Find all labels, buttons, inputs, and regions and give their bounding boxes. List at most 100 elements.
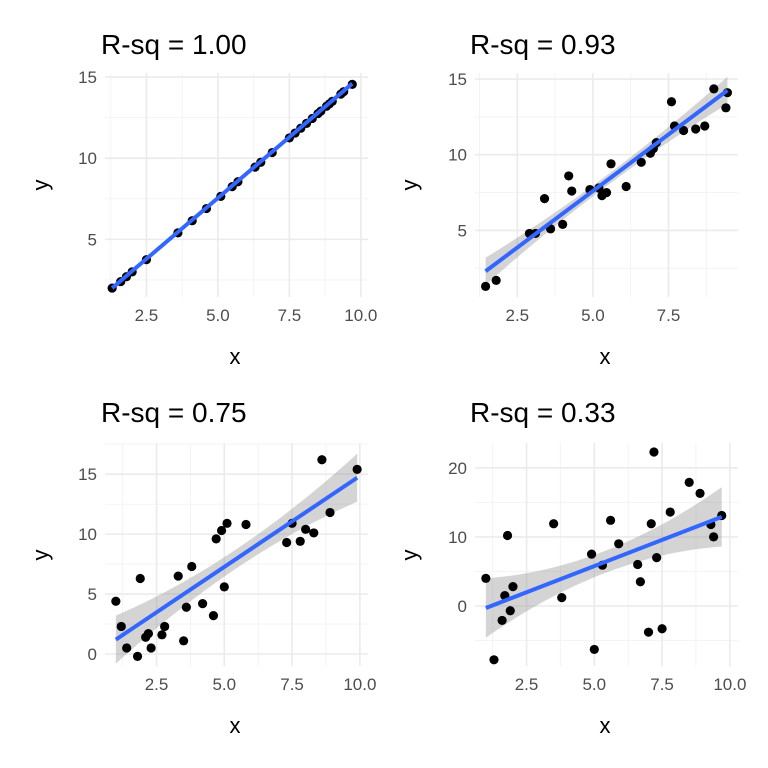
x-tick-label: 10.0 bbox=[344, 306, 377, 325]
data-point bbox=[497, 615, 507, 626]
y-axis-title: y bbox=[397, 180, 422, 191]
panel-r-sq-0-33: R-sq = 0.33 x y 2.5 5.0 7.5 10.0 0 10 20 bbox=[397, 397, 746, 738]
x-tick-label: 5.0 bbox=[581, 306, 605, 325]
data-point bbox=[352, 464, 362, 474]
panel-title: R-sq = 1.00 bbox=[101, 29, 247, 60]
data-point bbox=[643, 627, 654, 637]
y-axis-title: y bbox=[28, 550, 53, 561]
data-point bbox=[198, 599, 208, 609]
data-point bbox=[116, 621, 126, 632]
data-point bbox=[481, 573, 491, 583]
data-point bbox=[614, 539, 624, 549]
data-point bbox=[181, 602, 191, 612]
data-points bbox=[481, 447, 727, 665]
panel-title: R-sq = 0.33 bbox=[470, 397, 616, 428]
regression-line bbox=[110, 82, 354, 290]
data-point bbox=[241, 519, 251, 530]
x-tick-label: 2.5 bbox=[515, 675, 539, 694]
regression-line bbox=[114, 476, 359, 642]
x-tick-label: 5.0 bbox=[582, 675, 606, 694]
data-point bbox=[646, 519, 656, 529]
data-point bbox=[179, 636, 189, 646]
y-tick-label: 15 bbox=[78, 465, 97, 484]
data-point bbox=[325, 507, 335, 518]
data-point bbox=[691, 124, 701, 134]
data-point bbox=[589, 644, 599, 655]
x-tick-label: 2.5 bbox=[145, 675, 169, 694]
grid bbox=[105, 73, 368, 297]
y-axis-title: y bbox=[28, 180, 53, 191]
data-point bbox=[187, 561, 197, 572]
data-point bbox=[549, 519, 559, 529]
data-point bbox=[709, 84, 719, 94]
data-point bbox=[601, 187, 612, 198]
data-point bbox=[557, 593, 567, 603]
data-point bbox=[502, 530, 513, 541]
x-tick-label: 7.5 bbox=[650, 675, 674, 694]
data-point bbox=[586, 549, 597, 559]
panel-r-sq-1-00: R-sq = 1.00 x y 2.5 5.0 7.5 10.0 5 10 15 bbox=[28, 29, 377, 369]
panel-r-sq-0-93: R-sq = 0.93 x y 2.5 5.0 7.5 5 10 15 bbox=[397, 29, 738, 369]
data-point bbox=[684, 477, 694, 487]
data-point bbox=[558, 219, 568, 229]
x-axis-title: x bbox=[230, 713, 241, 738]
data-point bbox=[649, 447, 659, 457]
data-point bbox=[567, 186, 577, 196]
data-point bbox=[173, 571, 183, 581]
data-point bbox=[489, 655, 499, 665]
y-tick-label: 10 bbox=[78, 149, 97, 168]
tick-labels: 2.5 5.0 7.5 5 10 15 bbox=[448, 70, 680, 325]
regression-line bbox=[485, 515, 723, 610]
data-point bbox=[491, 275, 501, 285]
tick-labels: 2.5 5.0 7.5 10.0 0 10 20 bbox=[448, 459, 746, 694]
data-point bbox=[508, 582, 518, 592]
x-axis-title: x bbox=[600, 713, 611, 738]
data-point bbox=[222, 518, 232, 528]
panel-title: R-sq = 0.75 bbox=[101, 397, 247, 428]
data-points bbox=[480, 84, 733, 292]
regression-line bbox=[484, 88, 729, 273]
data-point bbox=[143, 629, 153, 639]
y-tick-label: 20 bbox=[448, 459, 467, 478]
tick-labels: 2.5 5.0 7.5 10.0 5 10 15 bbox=[78, 68, 377, 325]
y-tick-label: 15 bbox=[78, 68, 97, 87]
y-tick-label: 10 bbox=[448, 146, 467, 165]
data-point bbox=[678, 125, 689, 136]
data-point bbox=[605, 515, 616, 525]
y-tick-label: 5 bbox=[88, 585, 97, 604]
data-point bbox=[635, 577, 645, 587]
data-point bbox=[295, 536, 305, 546]
data-point bbox=[480, 281, 491, 292]
data-point bbox=[695, 488, 705, 498]
data-point bbox=[633, 559, 643, 570]
data-point bbox=[282, 537, 292, 548]
data-point bbox=[721, 103, 731, 113]
data-point bbox=[709, 532, 719, 542]
data-point bbox=[652, 553, 662, 563]
data-point bbox=[564, 171, 574, 181]
grid bbox=[475, 443, 738, 666]
x-axis-title: x bbox=[230, 344, 241, 369]
x-tick-label: 7.5 bbox=[657, 306, 681, 325]
x-tick-label: 5.0 bbox=[212, 675, 236, 694]
data-point bbox=[317, 455, 327, 465]
y-tick-label: 0 bbox=[458, 597, 467, 616]
data-point bbox=[666, 97, 677, 107]
data-point bbox=[505, 606, 515, 616]
y-tick-label: 5 bbox=[88, 230, 97, 249]
y-tick-label: 5 bbox=[458, 221, 467, 240]
data-point bbox=[160, 621, 170, 632]
data-point bbox=[157, 630, 167, 640]
data-point bbox=[657, 624, 667, 634]
data-point bbox=[700, 121, 710, 131]
data-point bbox=[621, 181, 631, 192]
tick-labels: 2.5 5.0 7.5 10.0 0 5 10 15 bbox=[78, 465, 376, 694]
x-tick-label: 2.5 bbox=[506, 306, 530, 325]
data-point bbox=[636, 157, 646, 167]
grid bbox=[475, 73, 738, 297]
x-tick-label: 2.5 bbox=[135, 306, 159, 325]
data-point bbox=[309, 528, 319, 538]
x-tick-label: 5.0 bbox=[206, 306, 230, 325]
